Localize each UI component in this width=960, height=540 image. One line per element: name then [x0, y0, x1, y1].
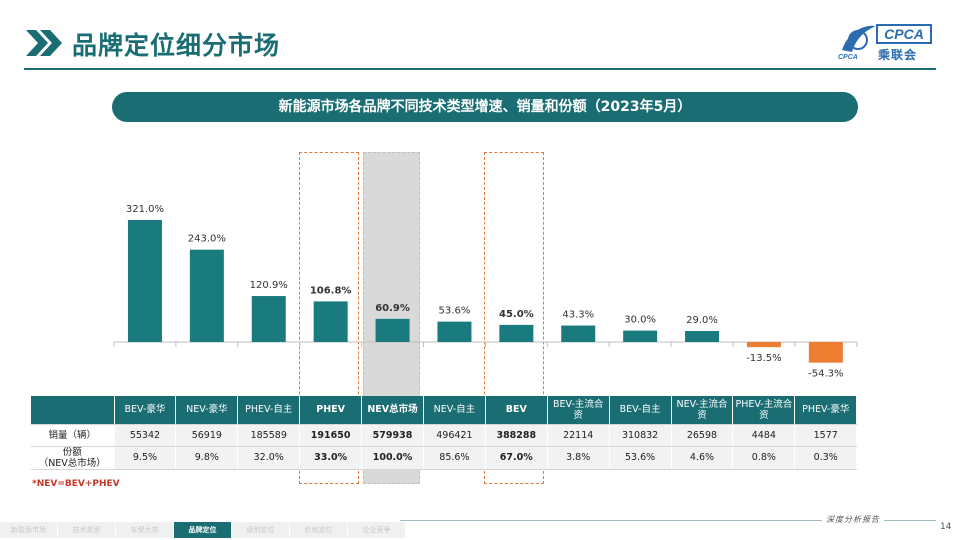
- share-cell: 100.0%: [361, 446, 424, 470]
- data-label: 120.9%: [250, 280, 288, 291]
- logo-subtext: CPCA: [838, 54, 858, 61]
- row-label-sales: 销量（辆）: [31, 424, 115, 447]
- bar: [189, 249, 224, 342]
- sales-cell: 1577: [794, 424, 858, 447]
- growth-bar-chart: 321.0% 243.0% 120.9% 106.8% 60.9% 53.6% 45.0% 4…: [113, 204, 858, 380]
- logo-swoosh-icon: [842, 25, 876, 52]
- sales-cell: 55342: [114, 424, 177, 447]
- column-header: BEV-自主: [609, 396, 672, 425]
- sales-cell: 4484: [732, 424, 796, 447]
- sales-cell: 496421: [423, 424, 486, 447]
- highlight-column-box: [298, 152, 359, 484]
- share-cell: 85.6%: [423, 446, 486, 470]
- data-label: -54.3%: [808, 369, 843, 380]
- bar: [127, 220, 162, 342]
- footer-nav-item[interactable]: 企业竞争: [348, 522, 406, 538]
- logo-text: CPCA: [876, 24, 932, 44]
- share-cell: 0.3%: [794, 446, 858, 470]
- sales-cell: 388288: [485, 424, 548, 447]
- footer-nav-item[interactable]: 新能源市场: [0, 522, 58, 538]
- data-label: 106.8%: [310, 285, 352, 296]
- column-header: NEV-自主: [423, 396, 486, 425]
- table-corner-cell: [31, 396, 115, 425]
- sales-cell: 22114: [547, 424, 610, 447]
- bar: [685, 330, 720, 342]
- share-cell: 9.5%: [114, 446, 177, 470]
- column-header: PHEV: [299, 396, 363, 425]
- data-label: -13.5%: [746, 353, 781, 364]
- footer-nav-item[interactable]: 技术类型: [58, 522, 116, 538]
- highlight-column-box: [484, 152, 545, 484]
- share-cell: 32.0%: [237, 446, 301, 470]
- column-header: NEV总市场: [361, 396, 424, 425]
- data-label: 30.0%: [624, 315, 656, 326]
- footer-nav: 新能源市场 技术类型 车型大类 品牌定位 级别定位 价格定位 企业竞争: [0, 522, 406, 538]
- sales-cell: 310832: [609, 424, 672, 447]
- chart-subtitle: 新能源市场各品牌不同技术类型增速、销量和份额（2023年5月）: [112, 92, 858, 122]
- bar: [313, 301, 348, 342]
- share-cell: 53.6%: [609, 446, 672, 470]
- data-label: 321.0%: [126, 204, 164, 215]
- cpca-logo: CPCA 乘联会 CPCA: [834, 18, 940, 66]
- data-table: BEV-豪华 NEV-豪华 PHEV-自主 PHEV NEV总市场 NEV-自主 BEV BE…: [31, 396, 858, 470]
- share-cell: 3.8%: [547, 446, 610, 470]
- table-row-share: 份额 （NEV总市场） 9.5% 9.8% 32.0% 33.0% 100.0% 85.6…: [31, 446, 858, 470]
- sales-cell: 185589: [237, 424, 301, 447]
- data-label: 243.0%: [188, 234, 226, 245]
- footer-divider: [400, 520, 936, 521]
- bar: [375, 318, 410, 342]
- bar: [499, 324, 534, 342]
- bar: [561, 325, 596, 342]
- bar: [251, 296, 286, 342]
- bar: [808, 342, 843, 363]
- bar: [623, 330, 658, 342]
- sales-cell: 191650: [299, 424, 363, 447]
- share-cell: 67.0%: [485, 446, 548, 470]
- column-header: PHEV-自主: [237, 396, 301, 425]
- row-label-share: 份额 （NEV总市场）: [31, 446, 115, 470]
- footer-nav-item[interactable]: 车型大类: [116, 522, 174, 538]
- data-label: 53.6%: [439, 306, 471, 317]
- page-title: 品牌定位细分市场: [72, 31, 281, 60]
- column-header: PHEV-主流合资: [732, 396, 796, 425]
- column-header: BEV-主流合资: [547, 396, 610, 425]
- sales-cell: 56919: [175, 424, 239, 447]
- column-header: BEV-豪华: [114, 396, 177, 425]
- sales-cell: 26598: [671, 424, 734, 447]
- share-cell: 0.8%: [732, 446, 796, 470]
- column-header: NEV-主流合资: [671, 396, 734, 425]
- sales-cell: 579938: [361, 424, 424, 447]
- table-row-sales: 销量（辆） 55342 56919 185589 191650 579938 496421…: [31, 424, 858, 447]
- column-header: PHEV-豪华: [794, 396, 858, 425]
- data-label: 45.0%: [499, 309, 534, 320]
- share-cell: 4.6%: [671, 446, 734, 470]
- chevron-double-right-icon: [26, 30, 62, 56]
- page-number: 14: [940, 522, 952, 532]
- data-label: 29.0%: [686, 315, 718, 326]
- footer-nav-item[interactable]: 品牌定位: [174, 522, 232, 538]
- data-label: 43.3%: [562, 310, 594, 321]
- footer-nav-item[interactable]: 级别定位: [232, 522, 290, 538]
- column-header: BEV: [485, 396, 548, 425]
- column-header: NEV-豪华: [175, 396, 239, 425]
- footer-nav-item[interactable]: 价格定位: [290, 522, 348, 538]
- bar: [746, 342, 781, 348]
- footnote: *NEV=BEV+PHEV: [32, 479, 120, 489]
- share-cell: 9.8%: [175, 446, 239, 470]
- header-divider: [24, 68, 936, 70]
- logo-chinese-text: 乘联会: [878, 48, 918, 62]
- bar: [437, 321, 472, 342]
- data-label: 60.9%: [375, 303, 410, 314]
- share-cell: 33.0%: [299, 446, 363, 470]
- footer-brand-text: 深度分析报告: [822, 514, 884, 525]
